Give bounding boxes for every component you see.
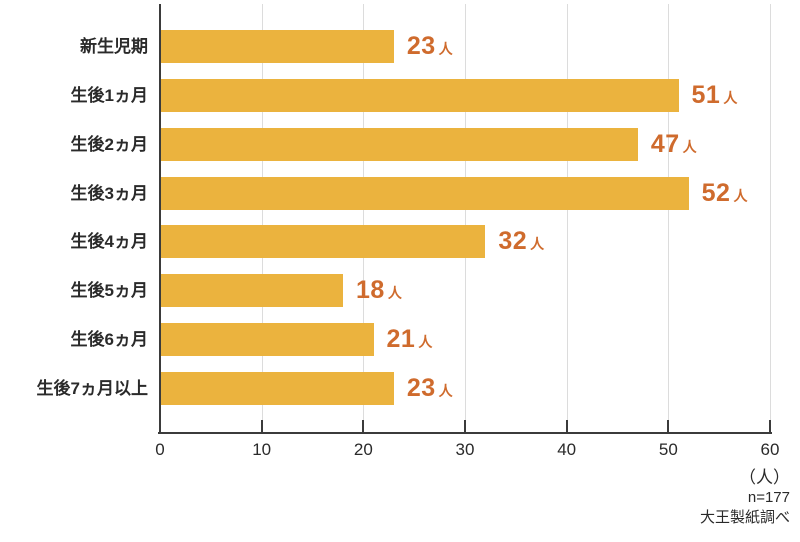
category-label: 生後1ヵ月: [70, 85, 148, 105]
bar: [160, 323, 374, 357]
bar: [160, 274, 343, 308]
x-axis-unit-label: （人）: [739, 468, 790, 487]
bar: [160, 176, 689, 210]
x-axis-line: [158, 432, 772, 434]
category-label: 生後4ヵ月: [70, 232, 148, 252]
x-axis-tick-label: 0: [155, 440, 165, 459]
bar: [160, 78, 679, 112]
category-label: 生後6ヵ月: [70, 330, 148, 350]
bar-value-label: 21 人: [386, 325, 433, 354]
bar-value-label: 23 人: [406, 32, 453, 60]
category-label: 生後5ヵ月: [70, 281, 148, 301]
bar: [160, 371, 394, 405]
sample-size-label: n=177: [747, 489, 790, 506]
bar-value-label: 52 人: [701, 178, 748, 207]
category-label: 生後3ヵ月: [70, 183, 148, 203]
bar-value-label: 51 人: [691, 80, 738, 109]
bar-row: 生後5ヵ月 18 人: [71, 274, 770, 308]
axis-tick: [565, 420, 568, 433]
bar-row: 生後4ヵ月 32 人: [71, 225, 770, 259]
plot-area: 新生児期 23 人生後1ヵ月 51 人生後2ヵ月 47 人生後3ヵ月 52 人生後4ヵ月 32 人生…: [37, 4, 779, 459]
category-label: 新生児期: [80, 37, 148, 56]
gridline: [465, 4, 466, 432]
gridline: [261, 4, 263, 432]
axis-tick: [667, 420, 670, 433]
bar: [160, 127, 638, 161]
x-axis-tick-label: 40: [557, 440, 577, 459]
bar: [160, 225, 486, 259]
y-axis-line: [159, 4, 161, 433]
bar-row: 生後6ヵ月 21 人: [71, 323, 770, 357]
axis-tick: [464, 420, 466, 433]
bar-row: 生後3ヵ月 52 人: [71, 176, 770, 210]
category-label: 生後2ヵ月: [70, 134, 148, 154]
bar-value-label: 32 人: [498, 227, 545, 256]
x-axis-tick-label: 10: [252, 440, 272, 459]
axis-tick: [362, 420, 365, 433]
bar-row: 生後2ヵ月 47 人: [71, 127, 770, 161]
axis-tick: [260, 420, 263, 433]
x-axis-tick-label: 20: [353, 440, 373, 459]
bar-row: 生後1ヵ月 51 人: [71, 78, 770, 112]
footnotes: n=177 大王製紙調べ: [700, 488, 790, 528]
x-axis-tick-label: 60: [760, 440, 780, 459]
gridline: [566, 4, 568, 432]
x-axis-tick-label: 30: [455, 440, 475, 459]
gridline: [770, 4, 771, 432]
axis-tick: [769, 420, 771, 433]
category-label: 生後7ヵ月以上: [36, 378, 148, 398]
bar-value-label: 18 人: [356, 276, 402, 305]
bar-row: 生後7ヵ月以上 23 人: [37, 371, 770, 405]
x-axis-tick-label: 50: [658, 440, 678, 459]
bar-value-label: 23 人: [406, 373, 453, 402]
bar: [160, 30, 394, 63]
bars-layer: 新生児期 23 人生後1ヵ月 51 人生後2ヵ月 47 人生後3ヵ月 52 人生後4ヵ月 32 人生…: [37, 30, 770, 405]
gridline: [668, 4, 670, 432]
gridline: [363, 4, 365, 432]
bar-row: 新生児期 23 人: [80, 30, 770, 63]
bar-value-label: 47 人: [650, 129, 697, 158]
source-label: 大王製紙調べ: [699, 509, 790, 526]
